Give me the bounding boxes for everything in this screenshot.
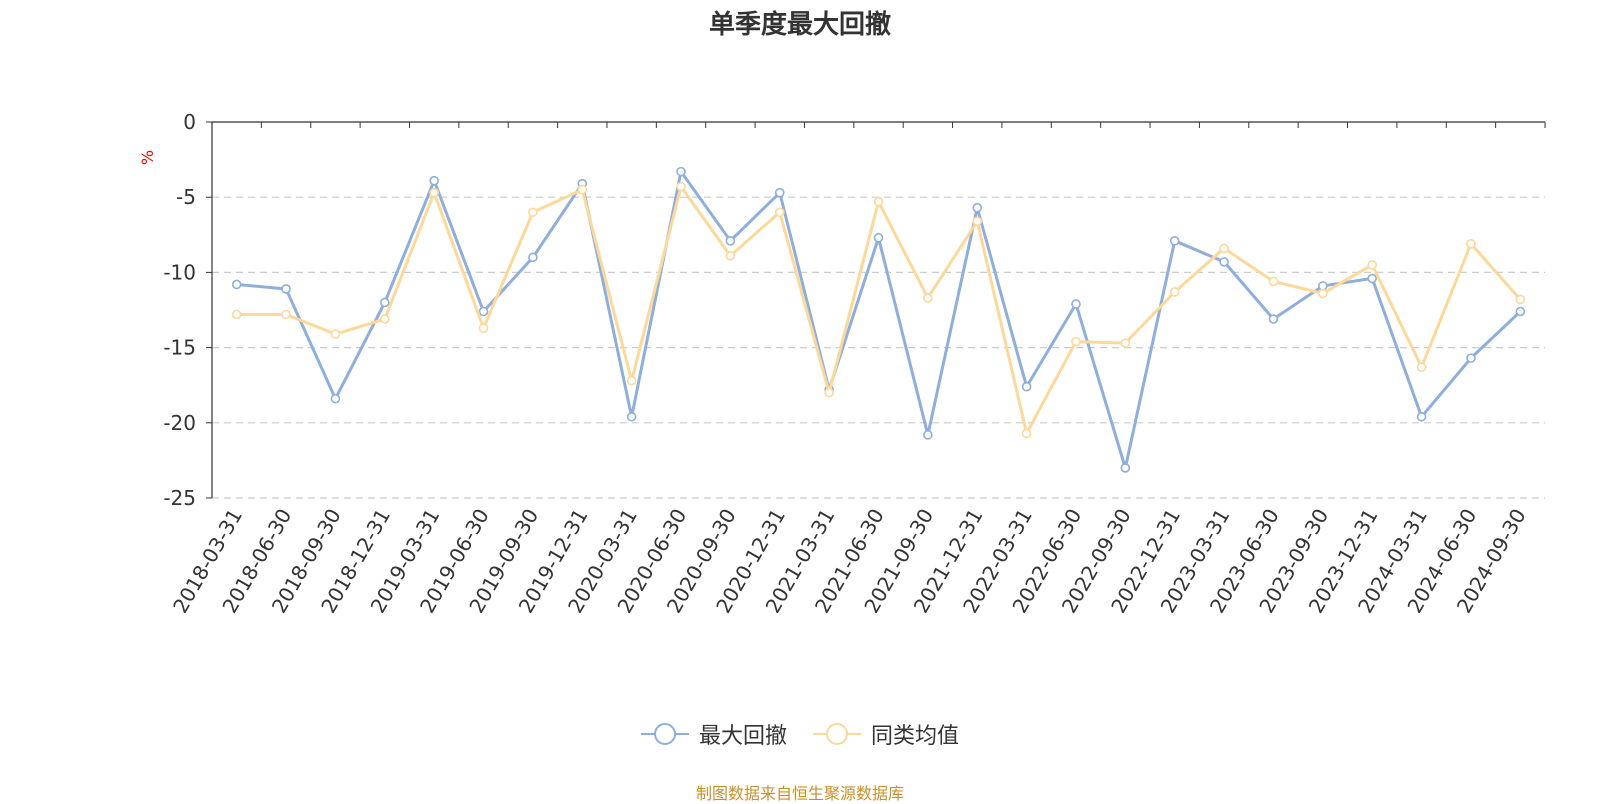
series-2-point — [1169, 287, 1180, 297]
legend-item-peer-average[interactable]: 同类均值 — [813, 718, 959, 750]
series-2-point — [725, 251, 736, 261]
series-2-point — [478, 323, 489, 333]
series-2-point — [281, 309, 291, 320]
series-1-point — [1071, 299, 1081, 309]
series-2-point — [972, 216, 983, 227]
y-tick-label: -25 — [163, 486, 196, 510]
series-1-point — [1120, 463, 1131, 473]
y-tick-label: 0 — [183, 110, 196, 134]
y-tick-label: -20 — [163, 411, 196, 435]
series-2-point — [1268, 276, 1279, 287]
series-1-point — [1515, 306, 1526, 317]
series-2-point — [231, 309, 242, 320]
series-1-point — [231, 279, 242, 290]
series-1-point — [676, 166, 686, 177]
series-1-point — [478, 306, 489, 317]
series-2-point — [429, 187, 439, 198]
series-1-point — [972, 202, 983, 213]
series-2-point — [824, 387, 834, 398]
series-1-point — [429, 175, 439, 186]
series-1-point — [1466, 353, 1476, 363]
series-2-point — [1219, 243, 1229, 254]
series-2-point — [774, 207, 785, 218]
chart-title: 单季度最大回撤 — [708, 10, 891, 40]
series-2-point — [528, 207, 538, 218]
series-1-point — [281, 284, 291, 294]
series-1-point — [330, 393, 341, 404]
y-tick-label: -10 — [163, 260, 196, 284]
series-1-point — [873, 233, 884, 243]
series-1-point — [1021, 381, 1032, 392]
series-1-point — [1169, 236, 1180, 246]
series-2-point — [577, 184, 588, 195]
series-1-point — [626, 411, 637, 422]
legend-label: 最大回撤 — [698, 724, 787, 749]
series-1-point — [1268, 314, 1279, 324]
source-note: 制图数据来自恒生聚源数据库 — [695, 784, 904, 803]
series-2-point — [923, 293, 933, 303]
series-1-point — [1416, 411, 1427, 422]
series-2-point — [1071, 336, 1081, 347]
series-line-2 — [236, 185, 1522, 435]
y-tick-label: -5 — [176, 185, 196, 209]
series-2-point — [1120, 338, 1131, 348]
series-2-point — [1416, 362, 1427, 372]
series-1-point — [379, 297, 390, 308]
series-1-point — [1367, 273, 1378, 284]
series-2-point — [1021, 428, 1032, 439]
series-2-point — [1318, 288, 1328, 299]
series-2-point — [330, 329, 341, 339]
series-1-point — [1219, 257, 1229, 267]
series-2-point — [676, 181, 686, 192]
series-1-point — [725, 236, 736, 246]
legend-line-circle-icon — [640, 723, 689, 745]
series-2-point — [379, 314, 390, 324]
series-line-1 — [236, 170, 1522, 470]
legend-label: 同类均值 — [871, 724, 960, 749]
series-1-point — [923, 430, 933, 440]
legend: 最大回撤 同类均值 — [0, 718, 1600, 750]
series-2-point — [626, 375, 637, 386]
series-1-point — [774, 187, 785, 198]
legend-item-max-drawdown[interactable]: 最大回撤 — [640, 718, 787, 750]
y-tick-label: -15 — [163, 336, 196, 360]
series-2-point — [1466, 239, 1476, 249]
series-2-point — [873, 196, 884, 207]
series-2-point — [1367, 260, 1378, 270]
series-1-point — [528, 252, 538, 263]
legend-line-circle-icon — [813, 723, 861, 745]
series-2-point — [1515, 294, 1526, 305]
